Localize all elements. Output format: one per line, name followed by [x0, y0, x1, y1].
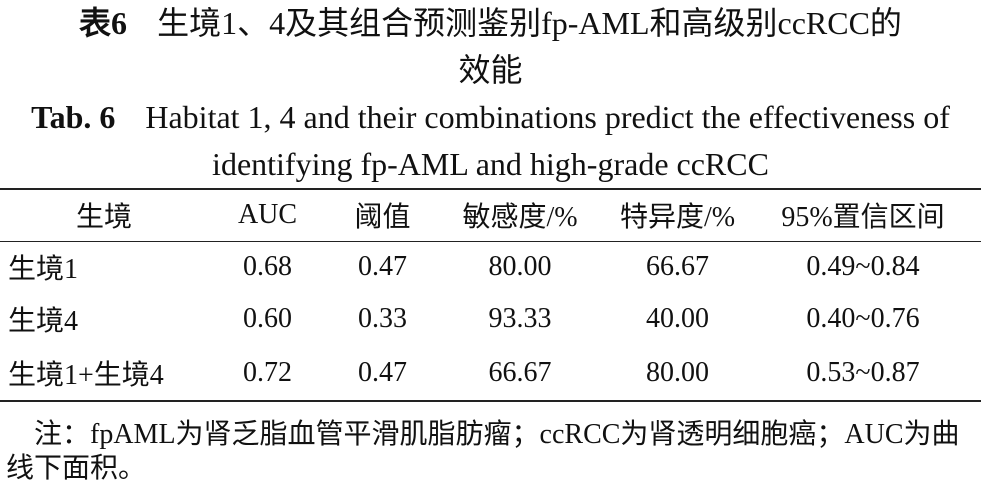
- table-row: 生境1 0.68 0.47 80.00 66.67 0.49~0.84: [0, 241, 981, 293]
- title-label: 表6: [79, 5, 128, 41]
- table-cell: 0.60: [243, 303, 292, 334]
- table-row: 生境4 0.60 0.33 93.33 40.00 0.40~0.76: [0, 293, 981, 345]
- table-cell: 生境1+生境4: [8, 359, 164, 391]
- table-cell: 93.33: [488, 303, 552, 334]
- header-cell: 95%置信区间: [781, 202, 945, 234]
- header-cell: 敏感度/%: [462, 202, 578, 234]
- table-cell: 生境4: [8, 306, 79, 337]
- header-cell: 生境: [75, 202, 132, 234]
- table-cell: 66.67: [646, 251, 709, 283]
- data-table: 生境 AUC 阈值 敏感度/% 特异度/% 95%置信区间 生境1 0.68 0.47 80.0…: [0, 188, 981, 402]
- table-cell: 80.00: [488, 251, 552, 283]
- table-row: 生境1+生境4 0.72 0.47 66.67 80.00 0.53~0.87: [0, 345, 981, 401]
- header-row: 生境 AUC 阈值 敏感度/% 特异度/% 95%置信区间: [0, 189, 981, 241]
- table-cell: 0.47: [358, 251, 407, 283]
- header-cell: AUC: [237, 199, 298, 231]
- table-cell: 80.00: [646, 356, 709, 388]
- table-cell: 66.67: [488, 356, 552, 388]
- title-label: Tab. 6: [31, 99, 116, 135]
- title-en: Tab. 6 Habitat 1, 4 and their combination…: [31, 94, 951, 188]
- title-text: Habitat 1, 4 and their combinations pred…: [145, 99, 950, 182]
- table-cell: 40.00: [646, 303, 709, 334]
- title-text: 生境1、4及其组合预测鉴别fp-AML和高级别ccRCC的效能: [157, 5, 902, 88]
- table-cell: 0.72: [243, 356, 292, 388]
- table-cell: 0.53~0.87: [806, 356, 920, 388]
- table-cell: 生境1: [8, 254, 79, 286]
- table-cell: 0.47: [358, 356, 407, 388]
- note: 注：fpAML为肾乏脂血管平滑肌脂肪瘤；ccRCC为肾透明细胞癌；AUC为曲线下…: [6, 419, 960, 484]
- title-cn: 表6 生境1、4及其组合预测鉴别fp-AML和高级别ccRCC的效能: [71, 0, 911, 94]
- header-cell: 阈值: [354, 202, 411, 234]
- header-cell: 特异度/%: [619, 202, 736, 234]
- table-cell: 0.33: [358, 303, 407, 334]
- table-cell: 0.40~0.76: [806, 303, 920, 334]
- table-cell: 0.68: [243, 251, 292, 283]
- table-cell: 0.49~0.84: [806, 251, 920, 283]
